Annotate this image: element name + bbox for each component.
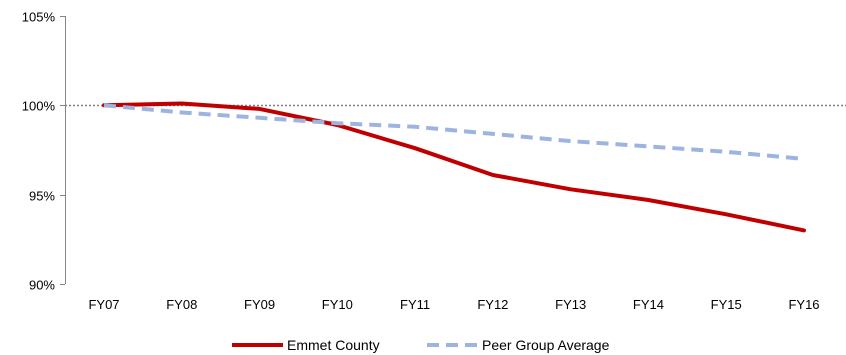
x-tick-label: FY07 [88, 297, 119, 312]
x-tick-label: FY09 [244, 297, 275, 312]
x-tick-label: FY12 [477, 297, 508, 312]
legend-label: Emmet County [287, 337, 380, 353]
x-tick-label: FY16 [788, 297, 819, 312]
series-line-peer-group-average [103, 103, 805, 161]
y-tick-label: 100% [22, 99, 56, 114]
x-tick-label: FY15 [711, 297, 742, 312]
y-tick-label: 90% [29, 278, 55, 293]
chart-axes: 90% 95% 100% 105% FY07 FY08 FY09 FY10 FY11 FY12 FY… [22, 10, 820, 313]
series-group [102, 101, 806, 233]
x-tick-label: FY11 [400, 297, 430, 312]
legend-label: Peer Group Average [482, 337, 610, 353]
y-tick-label: 95% [29, 189, 55, 204]
y-tick-label: 105% [22, 10, 56, 25]
x-tick-label: FY10 [322, 297, 353, 312]
x-tick-label: FY08 [166, 297, 197, 312]
x-tick-label: FY14 [633, 297, 664, 312]
series-line-emmet-county [102, 101, 806, 233]
legend: Emmet County Peer Group Average [232, 337, 610, 353]
x-tick-label: FY13 [555, 297, 586, 312]
